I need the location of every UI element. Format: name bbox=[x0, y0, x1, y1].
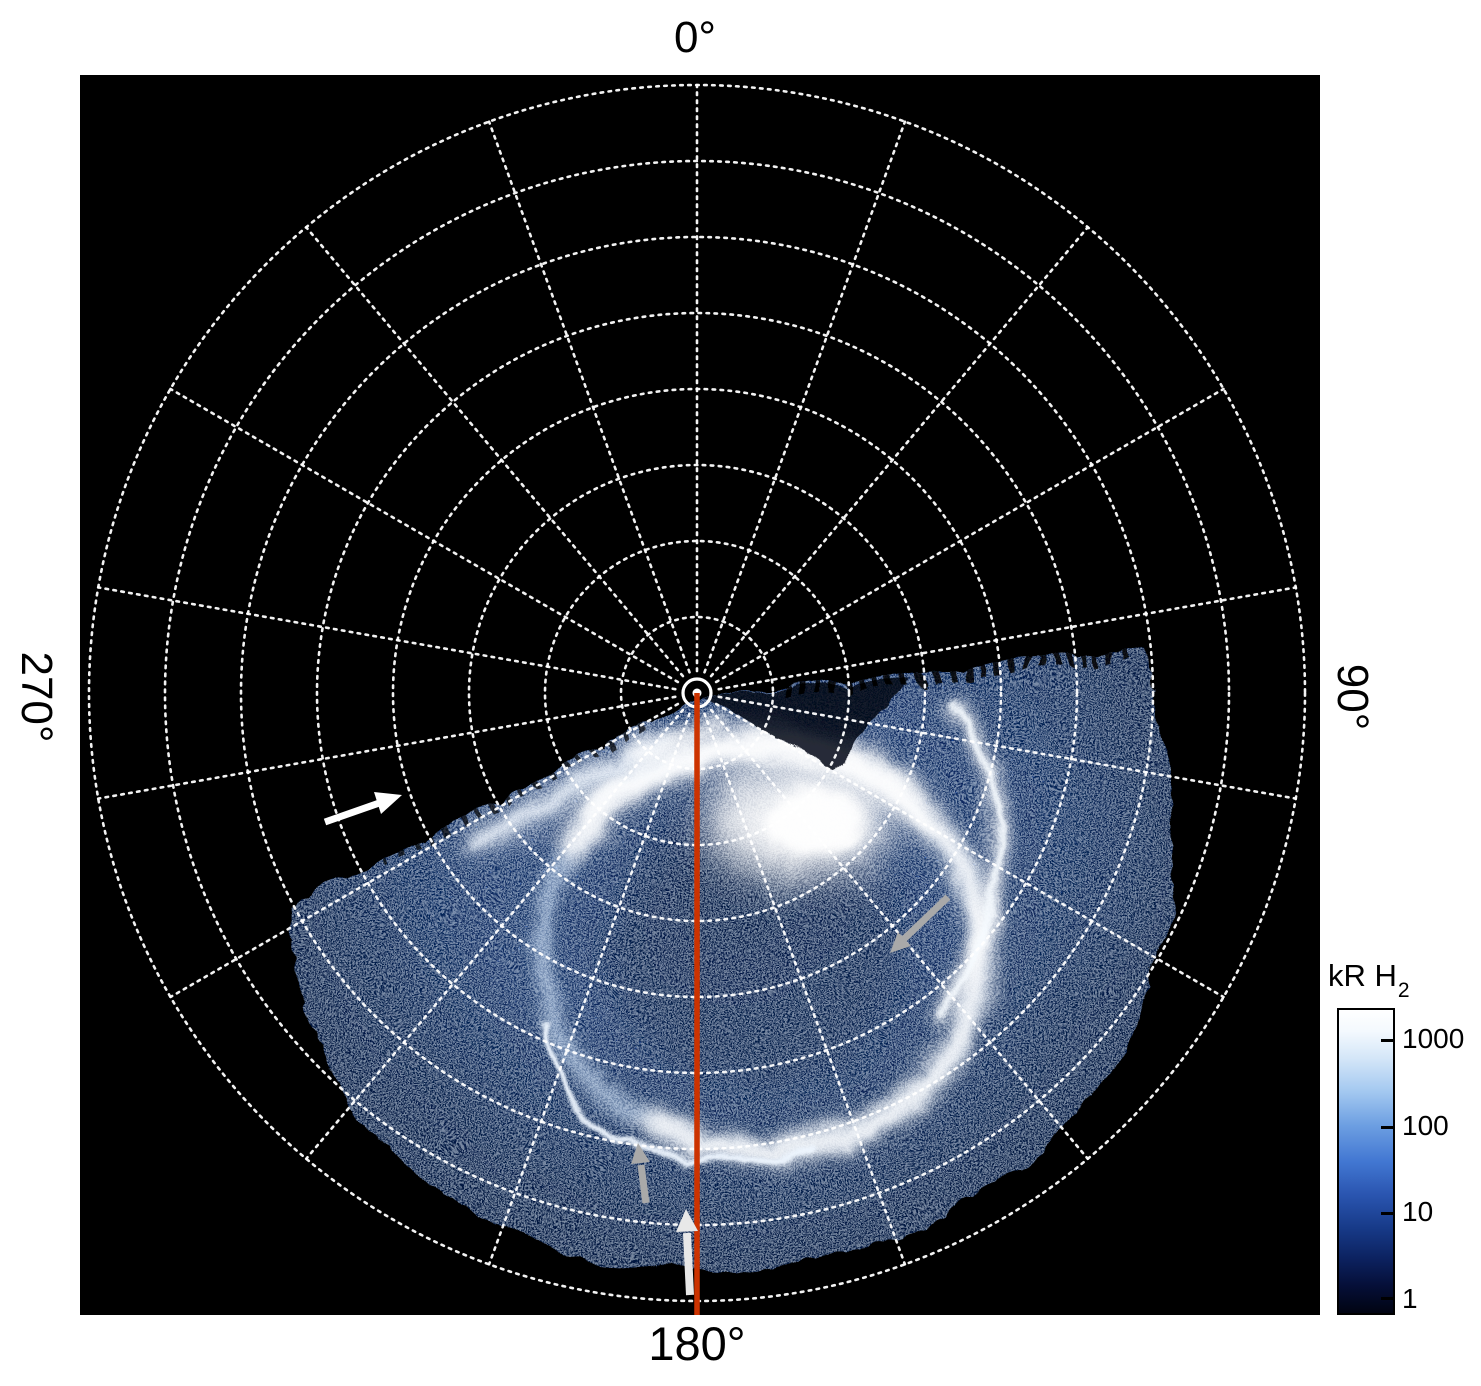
grid-spoke bbox=[487, 712, 691, 1266]
apex-dark-wedge bbox=[697, 675, 910, 765]
colorbar-title-subscript: 2 bbox=[1397, 979, 1410, 1003]
gray-arrow-up-icon bbox=[631, 1143, 650, 1204]
white-arrow-meridian-icon bbox=[676, 1209, 698, 1296]
grid-ring bbox=[315, 311, 1079, 1075]
colorbar-tick-label: 1 bbox=[1402, 1283, 1418, 1314]
grid-ring bbox=[467, 463, 927, 923]
grid-spoke bbox=[717, 586, 1298, 691]
grid-spoke bbox=[169, 387, 680, 684]
grid-spoke bbox=[487, 120, 691, 674]
grid-spoke bbox=[703, 120, 907, 674]
colorbar-tick bbox=[1381, 1212, 1393, 1215]
grid-spoke bbox=[304, 708, 685, 1161]
grid-spoke bbox=[96, 695, 677, 800]
angle-label-180: 180° bbox=[648, 1317, 746, 1370]
colorbar-tick-label: 1000 bbox=[1402, 1023, 1465, 1054]
colorbar-title: kR H2 bbox=[1328, 958, 1410, 1003]
grid-ring bbox=[239, 235, 1155, 1151]
grid-spoke bbox=[709, 225, 1090, 678]
colorbar-tick-label: 10 bbox=[1402, 1196, 1434, 1227]
gray-arrow-right-icon bbox=[890, 894, 951, 953]
spiral-arm-core bbox=[929, 694, 999, 1016]
oval-top-arc bbox=[572, 726, 941, 831]
angle-label-90: 90° bbox=[1328, 663, 1377, 731]
grid-spoke bbox=[709, 708, 1090, 1161]
grid-spoke bbox=[717, 695, 1298, 800]
grid-ring bbox=[543, 539, 851, 847]
colorbar-tick-label: 100 bbox=[1402, 1110, 1449, 1141]
grid-spoke bbox=[714, 387, 1225, 684]
thin-arc bbox=[541, 1019, 810, 1162]
bright-patch-core bbox=[758, 784, 862, 850]
grid-spoke bbox=[714, 702, 1225, 999]
apex-streak bbox=[622, 710, 725, 762]
grid-spoke bbox=[304, 225, 685, 678]
grid-spoke bbox=[169, 702, 680, 999]
polar-plot-canvas bbox=[87, 83, 1307, 1315]
colorbar-tick bbox=[1381, 1039, 1393, 1042]
grid-spoke bbox=[96, 586, 677, 691]
white-arrow-icon bbox=[323, 792, 402, 826]
colorbar-tick bbox=[1381, 1297, 1393, 1300]
colorbar-tick bbox=[1381, 1126, 1393, 1129]
colorbar-gradient bbox=[1337, 1008, 1395, 1315]
grid-spoke bbox=[703, 712, 907, 1266]
polar-plot bbox=[80, 75, 1320, 1315]
angle-label-0: 0° bbox=[673, 13, 717, 62]
angle-label-270: 270° bbox=[12, 651, 61, 743]
